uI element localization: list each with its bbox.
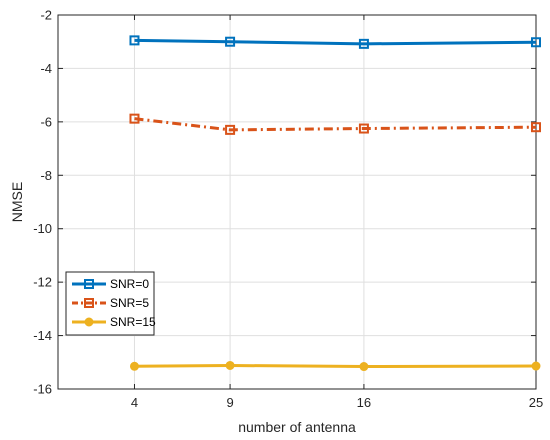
axis-ticks: 4 9 16 25 -16 -14 -12 -10 -8 -6 -4 -2 <box>33 8 543 411</box>
square-marker <box>531 122 541 133</box>
square-marker <box>531 37 541 48</box>
circle-marker <box>129 361 139 371</box>
square-marker <box>358 38 369 49</box>
series-1 <box>129 35 541 49</box>
circle-marker <box>531 361 541 371</box>
legend-entry: SNR=0 <box>72 277 149 291</box>
y-tick-label: -6 <box>40 114 52 129</box>
legend-label: SNR=15 <box>110 315 156 329</box>
circle-marker <box>225 360 235 370</box>
legend-label: SNR=5 <box>110 296 149 310</box>
square-marker <box>129 35 140 46</box>
y-tick-label: -10 <box>33 221 52 236</box>
y-tick-label: -2 <box>40 8 52 23</box>
series-line <box>134 38 537 46</box>
circle-marker <box>359 362 369 372</box>
y-tick-label: -8 <box>40 168 52 183</box>
square-marker <box>225 36 236 47</box>
series-line <box>134 363 537 369</box>
series-3 <box>129 360 541 372</box>
legend-entry: SNR=15 <box>72 315 156 329</box>
x-tick-label: 25 <box>529 395 543 410</box>
y-tick-label: -16 <box>33 382 52 397</box>
square-marker <box>225 124 236 135</box>
plot-frame <box>57 14 537 390</box>
y-tick-label: -12 <box>33 275 52 290</box>
circle-marker <box>84 317 94 327</box>
x-tick-label: 9 <box>226 395 233 410</box>
series-2 <box>129 113 541 135</box>
legend-entry: SNR=5 <box>72 296 149 310</box>
y-tick-label: -14 <box>33 328 52 343</box>
x-axis-label: number of antenna <box>238 419 356 435</box>
y-tick-label: -4 <box>40 61 52 76</box>
legend-label: SNR=0 <box>110 277 149 291</box>
x-tick-label: 4 <box>131 395 138 410</box>
square-marker <box>129 113 140 124</box>
legend: SNR=0 SNR=5 SNR=15 <box>65 271 156 336</box>
square-marker <box>358 123 369 134</box>
series-line <box>134 117 537 132</box>
series-group <box>129 35 541 372</box>
x-tick-label: 16 <box>357 395 371 410</box>
square-marker <box>84 298 94 308</box>
square-marker <box>84 279 94 289</box>
y-axis-label: NMSE <box>9 182 25 222</box>
